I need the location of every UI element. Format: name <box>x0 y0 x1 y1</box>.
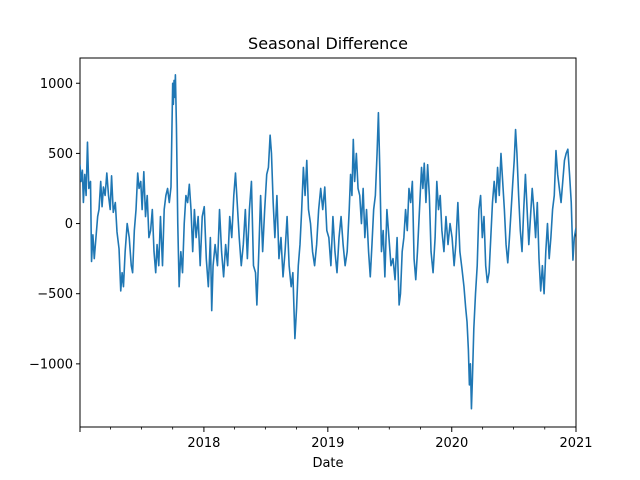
x-tick-label: 2019 <box>311 436 344 451</box>
series-line-0 <box>80 74 576 410</box>
x-tick-label: 2020 <box>435 436 468 451</box>
y-tick-label: −500 <box>37 287 73 302</box>
y-tick-label: 500 <box>48 147 73 162</box>
chart-title: Seasonal Difference <box>248 34 408 53</box>
y-axis: 1000 500 0 −500 −1000 <box>29 77 80 372</box>
y-tick-label: 1000 <box>40 77 73 92</box>
x-axis-label: Date <box>312 456 343 471</box>
x-axis: 2018 2019 2020 2021 <box>79 427 593 451</box>
y-tick-label: −1000 <box>29 357 73 372</box>
x-tick-label: 2018 <box>187 436 220 451</box>
y-tick-label: 0 <box>65 217 73 232</box>
plot-area <box>80 74 576 410</box>
x-tick-label: 2021 <box>559 436 592 451</box>
